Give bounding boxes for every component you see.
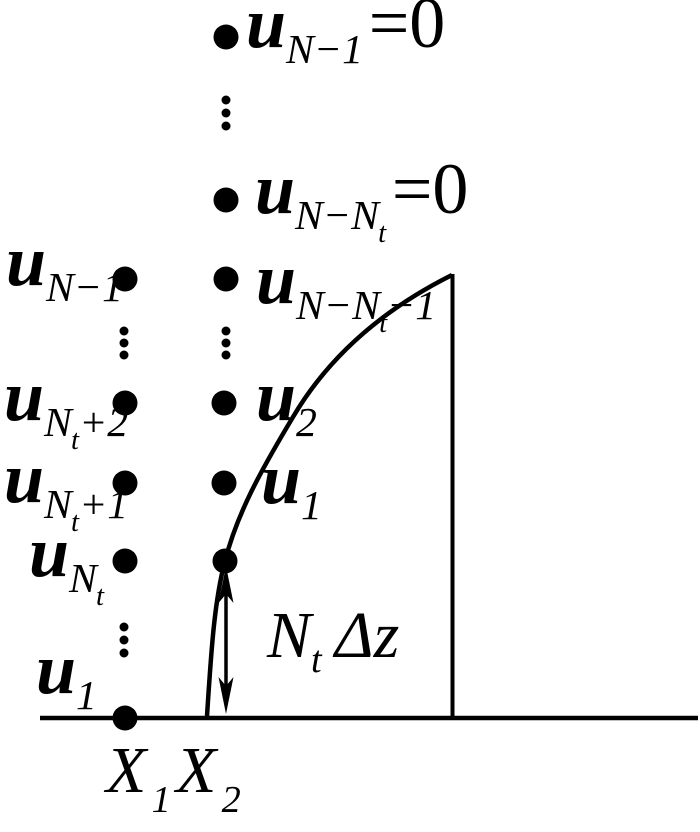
math-subscript: N−1: [46, 264, 123, 311]
math-equals-zero: =0: [391, 149, 469, 229]
label-u-1-right: u1: [261, 443, 322, 527]
math-subscript: 2: [296, 399, 317, 446]
vertical-ellipsis-icon: [221, 95, 231, 131]
label-u-1-left: u1: [36, 633, 97, 717]
math-subscript: N−N: [296, 282, 380, 329]
math-subscript: N: [69, 555, 97, 602]
math-base: u: [4, 356, 45, 436]
math-subscript: N−1: [286, 26, 363, 73]
math-base: u: [246, 0, 287, 63]
label-u-Nt-plus-1: uNt+1: [4, 442, 128, 537]
math-subscript: N−N: [295, 192, 379, 239]
terrain-curve: [204, 272, 454, 717]
label-u-Nt-plus-2: uNt+2: [4, 360, 128, 455]
math-subscript: 1: [151, 778, 171, 821]
label-u-N-Nt-eq-0: uN−Nt=0: [255, 153, 468, 248]
math-base: u: [255, 149, 296, 229]
math-base: u: [4, 438, 45, 518]
math-base: N: [267, 599, 312, 672]
grid-dot: [212, 548, 238, 574]
math-subscript: +1: [79, 481, 129, 528]
math-subscript: 1: [76, 672, 97, 719]
math-subscript: +2: [79, 399, 129, 446]
math-equals-zero: =0: [368, 0, 446, 63]
vertical-ellipsis-icon: [119, 326, 129, 360]
math-base: X: [176, 734, 217, 807]
label-Nt-delta-z: Nt Δz: [267, 603, 399, 679]
arrow-head-up-icon: [218, 566, 234, 603]
vertical-ellipsis-icon: [119, 622, 129, 658]
math-subsubscript: t: [379, 307, 388, 340]
math-subscript: N: [44, 399, 72, 446]
grid-dot: [112, 705, 138, 731]
grid-dot: [112, 470, 138, 496]
math-subsubscript: t: [71, 424, 80, 457]
math-base: u: [261, 439, 302, 519]
math-base: u: [29, 512, 70, 592]
label-u-N-Nt-1: uN−Nt−1: [256, 243, 436, 338]
label-u-N-1-eq-0: uN−1=0: [246, 0, 445, 71]
math-base: u: [256, 239, 297, 319]
math-subsubscript: t: [378, 217, 387, 250]
label-u-2: u2: [256, 360, 317, 444]
math-subscript: −1: [387, 282, 437, 329]
label-u-N-1-left: uN−1: [6, 225, 123, 309]
label-u-Nt: uNt: [29, 516, 104, 611]
math-subscript: N: [44, 481, 72, 528]
grid-dot: [112, 390, 138, 416]
math-subsubscript: t: [71, 506, 80, 539]
math-subscript: 1: [301, 482, 322, 529]
grid-dot: [112, 548, 138, 574]
math-delta-z: Δz: [334, 599, 400, 672]
grid-dot: [213, 24, 239, 50]
arrow-head-down-icon: [218, 677, 234, 714]
math-base: u: [6, 221, 47, 301]
grid-dot: [211, 470, 237, 496]
math-subsubscript: t: [96, 580, 105, 613]
math-subscript: 2: [221, 778, 241, 821]
math-base: u: [256, 356, 297, 436]
math-base: u: [36, 629, 77, 709]
math-subscript: t: [311, 638, 322, 681]
vertical-ellipsis-icon: [221, 326, 231, 360]
math-base: X: [106, 734, 147, 807]
height-arrow: [218, 566, 234, 714]
grid-dot: [112, 266, 138, 292]
grid-dot: [211, 390, 237, 416]
grid-dot: [213, 187, 239, 213]
grid-dot: [213, 266, 239, 292]
